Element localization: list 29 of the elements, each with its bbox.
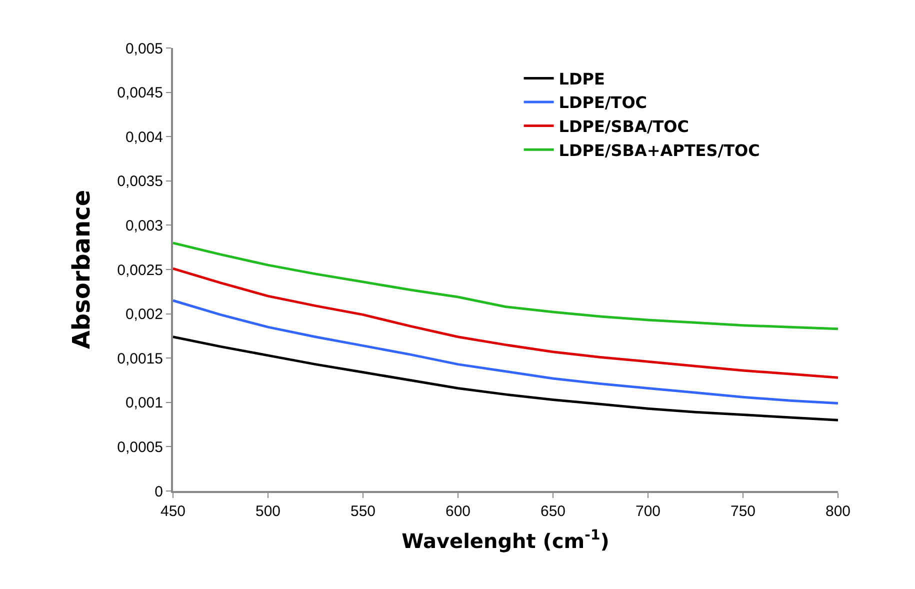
x-tick-label: 600 [445,503,471,520]
y-tick-label: 0,005 [125,40,163,58]
legend-label: LDPE/SBA/TOC [558,117,689,136]
line-series [173,299,838,405]
x-tick-label: 500 [255,503,281,520]
x-axis-title: Wavelenght (cm$^{-1}$) [402,528,610,553]
x-tick-label: 550 [350,503,376,520]
legend-label: LDPE/SBA+APTES/TOC [558,140,760,160]
legend-label: LDPE/TOC [558,93,648,112]
line-series [173,267,838,379]
x-tick-label: 700 [635,503,661,520]
y-axis-title: Absorbance [68,190,96,350]
y-tick-label: 0,004 [125,128,163,146]
line-series [173,242,838,330]
y-tick-label: 0 [154,483,163,500]
y-tick-label: 0,002 [125,306,163,324]
x-tick-label: 450 [160,503,186,520]
y-tick-label: 0,0005 [117,438,163,456]
x-tick-label: 800 [825,503,851,520]
y-tick-label: 0,001 [125,394,163,412]
y-tick-label: 0,0025 [117,262,163,279]
y-tick-label: 0,003 [125,217,163,234]
y-tick-label: 0,0035 [117,173,163,190]
legend-label: LDPE [558,69,605,88]
x-tick-label: 650 [540,503,566,520]
x-tick-label: 750 [730,503,756,520]
y-tick-label: 0,0045 [117,84,163,102]
y-tick-label: 0,0015 [117,350,163,368]
line-series [173,336,838,422]
